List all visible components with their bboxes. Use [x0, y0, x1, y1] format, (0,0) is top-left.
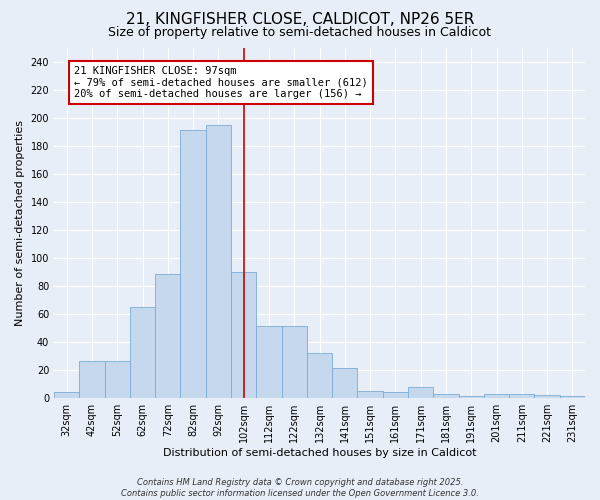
Bar [560, 396, 585, 398]
Text: Size of property relative to semi-detached houses in Caldicot: Size of property relative to semi-detach… [109, 26, 491, 39]
X-axis label: Distribution of semi-detached houses by size in Caldicot: Distribution of semi-detached houses by … [163, 448, 476, 458]
Bar [181, 130, 206, 398]
Bar [307, 353, 332, 398]
Text: 21 KINGFISHER CLOSE: 97sqm
← 79% of semi-detached houses are smaller (612)
20% o: 21 KINGFISHER CLOSE: 97sqm ← 79% of semi… [74, 66, 368, 99]
Bar [458, 396, 484, 398]
Bar [408, 386, 433, 398]
Text: Contains HM Land Registry data © Crown copyright and database right 2025.
Contai: Contains HM Land Registry data © Crown c… [121, 478, 479, 498]
Bar [332, 368, 358, 398]
Bar [206, 124, 231, 398]
Bar [54, 392, 79, 398]
Bar [130, 306, 155, 398]
Bar [155, 274, 181, 398]
Bar [383, 392, 408, 398]
Bar [79, 362, 104, 398]
Bar [231, 272, 256, 398]
Bar [281, 326, 307, 398]
Bar [433, 394, 458, 398]
Bar [509, 394, 535, 398]
Bar [256, 326, 281, 398]
Bar [358, 390, 383, 398]
Bar [104, 362, 130, 398]
Bar [484, 394, 509, 398]
Bar [535, 395, 560, 398]
Y-axis label: Number of semi-detached properties: Number of semi-detached properties [15, 120, 25, 326]
Text: 21, KINGFISHER CLOSE, CALDICOT, NP26 5ER: 21, KINGFISHER CLOSE, CALDICOT, NP26 5ER [126, 12, 474, 28]
